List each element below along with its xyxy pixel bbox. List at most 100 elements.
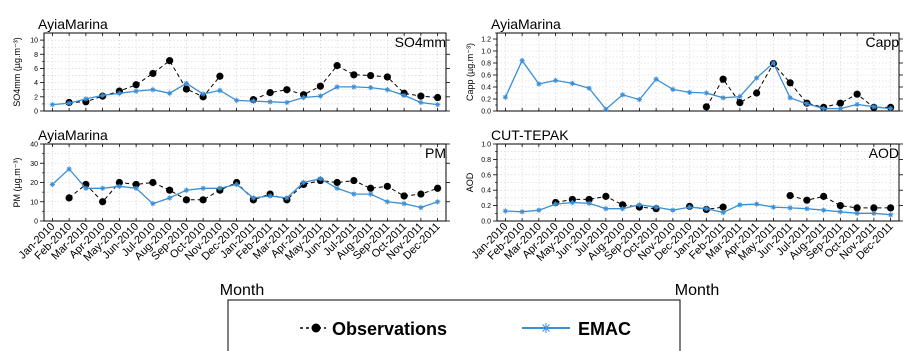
panel-1-y-tick-label: 0 xyxy=(34,109,38,116)
emac-point xyxy=(217,185,223,191)
observation-point xyxy=(333,62,341,70)
x-tick-labels-right: Jan-2010Feb-2010Mar-2010Apr-2010May-2010… xyxy=(470,221,896,264)
emac-point xyxy=(83,185,89,191)
series-line xyxy=(52,82,438,106)
x-axis-title-left: Month xyxy=(220,282,264,299)
emac-point xyxy=(200,185,206,191)
emac-point xyxy=(770,204,776,210)
emac-point xyxy=(183,187,189,193)
emac-point xyxy=(519,209,525,215)
emac-point xyxy=(586,200,592,206)
panel-2-y-tick-label: 0.2 xyxy=(481,97,491,104)
observation-point xyxy=(619,201,627,209)
observation-point xyxy=(602,192,610,200)
emac-point xyxy=(804,101,810,107)
emac-point xyxy=(150,87,156,93)
emac-point xyxy=(217,87,223,94)
emac-point xyxy=(620,206,626,212)
emac-point xyxy=(49,181,55,188)
panel-2-y-tick-label: 1.2 xyxy=(481,37,491,44)
observation-point xyxy=(132,81,140,89)
panel-4-y-tick-label: 0.8 xyxy=(481,157,491,164)
observation-point xyxy=(434,184,442,192)
observation-point xyxy=(702,103,710,111)
panel-1-y-axis-label: SO4mm (µg.m⁻³) xyxy=(12,37,22,106)
emac-point xyxy=(888,212,894,218)
observation-point xyxy=(149,69,157,78)
emac-point xyxy=(653,204,659,210)
observation-point xyxy=(417,190,425,198)
legend-box xyxy=(227,299,681,351)
panel-3-y-tick-label: 20 xyxy=(30,180,38,187)
emac-point xyxy=(720,209,726,216)
emac-point xyxy=(368,191,374,197)
emac-point xyxy=(418,204,424,211)
emac-point xyxy=(167,195,173,201)
emac-point xyxy=(737,202,743,208)
emac-point xyxy=(317,93,323,99)
panel-1-frame xyxy=(43,32,447,112)
emac-point xyxy=(66,166,72,172)
panel-1-title-left: AyiaMarina xyxy=(38,16,108,32)
observation-point xyxy=(132,180,140,189)
emac-point xyxy=(603,106,609,112)
emac-point xyxy=(703,90,709,96)
observation-point xyxy=(836,202,844,210)
observation-point xyxy=(266,88,274,97)
panel-4-grid xyxy=(497,143,899,222)
panel-1-title-right: SO4mm xyxy=(395,34,446,50)
observation-point xyxy=(719,203,727,211)
emac-point xyxy=(553,77,559,83)
observation-point xyxy=(99,198,107,206)
observation-point xyxy=(383,182,391,190)
emac-point xyxy=(553,201,559,207)
emac-point xyxy=(116,183,122,189)
series-line xyxy=(705,62,891,108)
legend-emac-star xyxy=(541,323,551,333)
emac-point xyxy=(284,99,290,106)
emac-point xyxy=(150,201,156,207)
panel-4-y-tick-label: 0.4 xyxy=(481,188,491,195)
emac-point xyxy=(234,181,240,188)
panel-4-y-axis-label: AOD xyxy=(465,172,475,192)
emac-point xyxy=(133,88,139,94)
observation-point xyxy=(736,99,744,107)
panel-3-title-right: PM xyxy=(425,145,446,161)
observation-point xyxy=(820,192,828,200)
emac-point xyxy=(250,98,256,104)
emac-point xyxy=(66,100,72,106)
emac-point xyxy=(687,204,693,210)
observation-point xyxy=(417,92,425,100)
emac-point xyxy=(83,96,89,102)
emac-point xyxy=(234,97,240,103)
panel-4-y-tick-label: 1.0 xyxy=(481,142,491,149)
observation-point xyxy=(149,178,157,187)
observation-point xyxy=(585,195,593,204)
emac-point xyxy=(133,185,139,191)
emac-point xyxy=(569,80,575,86)
emac-point xyxy=(888,106,894,112)
panel-4-title-left: CUT-TEPAK xyxy=(491,127,569,143)
emac-point xyxy=(301,179,307,186)
panel-4-y-tick-label: 0.2 xyxy=(481,203,491,210)
emac-point xyxy=(317,176,323,182)
panel-1-y-tick-label: 6 xyxy=(34,66,38,73)
observation-point xyxy=(803,196,811,204)
emac-point xyxy=(670,207,676,213)
emac-point xyxy=(49,102,55,108)
emac-point xyxy=(351,191,357,197)
emac-point xyxy=(100,185,106,191)
x-axis-title-right: Month xyxy=(675,282,719,299)
emac-point xyxy=(636,202,642,208)
emac-point xyxy=(301,94,307,101)
observation-point xyxy=(166,57,174,65)
observation-point xyxy=(383,73,391,81)
observation-point xyxy=(887,204,895,212)
emac-point xyxy=(519,58,525,64)
emac-point xyxy=(401,92,407,98)
observation-point xyxy=(199,93,207,101)
